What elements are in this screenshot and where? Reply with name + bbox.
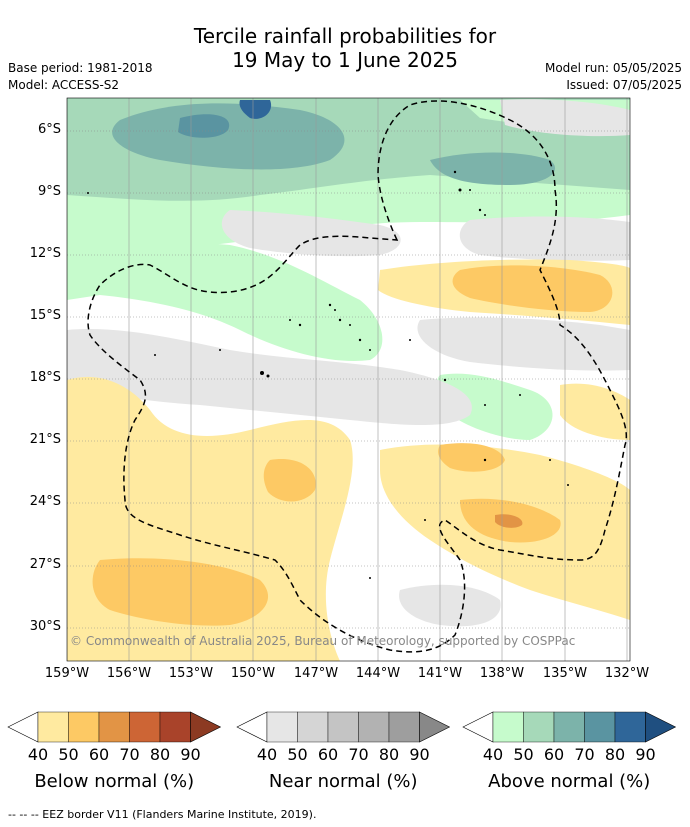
colorbar-swatch xyxy=(37,711,69,743)
longitude-label: 153°W xyxy=(168,666,214,681)
below-normal-moderate-region xyxy=(263,459,316,502)
colorbar-swatch xyxy=(98,711,130,743)
islands xyxy=(87,170,569,579)
colorbar-group xyxy=(7,711,677,743)
above-normal-region xyxy=(67,237,383,361)
colorbar-swatch xyxy=(584,711,616,743)
above-normal-strongest-region xyxy=(239,100,272,119)
colorbar-title: Below normal (%) xyxy=(34,771,195,792)
colorbar-max-arrow xyxy=(645,711,677,743)
latitude-label: 12°S xyxy=(29,246,61,261)
longitude-label: 144°W xyxy=(355,666,401,681)
colorbar-max-arrow xyxy=(190,711,222,743)
map-title-line2: 19 May to 1 June 2025 xyxy=(232,48,458,72)
colorbar-min-arrow xyxy=(236,711,268,743)
colorbar-swatch xyxy=(388,711,420,743)
colorbar-tick-label: 80 xyxy=(149,745,171,764)
colorbar-tick-label: 60 xyxy=(543,745,565,764)
colorbar-tick-label: 80 xyxy=(604,745,626,764)
eez-footer-note: -- -- -- EEZ border V11 (Flanders Marine… xyxy=(8,808,317,821)
latitude-label: 18°S xyxy=(29,370,61,385)
graticule xyxy=(67,130,630,629)
longitude-label: 141°W xyxy=(417,666,463,681)
colorbar-tick-label: 70 xyxy=(119,745,140,764)
colorbar-tick-label: 40 xyxy=(256,745,278,764)
latitude-label: 30°S xyxy=(29,619,61,634)
colorbar-tick-label: 90 xyxy=(635,745,656,764)
above-normal-strong-region xyxy=(430,152,556,185)
colorbar-swatch xyxy=(297,711,329,743)
eez-border xyxy=(87,100,627,653)
map-area xyxy=(67,98,630,661)
colorbar-swatch xyxy=(327,711,359,743)
graticule-meridians xyxy=(67,98,628,661)
colorbar-tick-label: 60 xyxy=(317,745,339,764)
above-normal-strong-region xyxy=(112,103,345,170)
colorbar-title: Above normal (%) xyxy=(488,771,651,792)
map-title-line1: Tercile rainfall probabilities for xyxy=(193,24,497,48)
below-normal-moderate-region xyxy=(438,443,505,472)
near-normal-region xyxy=(399,584,501,627)
colorbar-swatch xyxy=(129,711,161,743)
below-normal-moderate-region xyxy=(452,265,613,312)
colorbar-title: Near normal (%) xyxy=(268,771,418,792)
colorbar-swatch xyxy=(266,711,298,743)
colorbar-tick-label: 50 xyxy=(513,745,534,764)
base-period: Base period: 1981-2018 xyxy=(8,61,153,75)
longitude-label: 147°W xyxy=(293,666,339,681)
colorbar-tick-label: 80 xyxy=(378,745,400,764)
issued-date: Issued: 07/05/2025 xyxy=(566,78,682,92)
colorbar-min-arrow xyxy=(7,711,39,743)
below-normal-region xyxy=(560,383,630,440)
colorbar-tick-label: 90 xyxy=(409,745,430,764)
below-normal-moderate-region xyxy=(92,558,269,626)
colorbar-swatch xyxy=(614,711,646,743)
longitude-label: 135°W xyxy=(542,666,588,681)
latitude-label: 15°S xyxy=(29,308,61,323)
colorbar-swatch xyxy=(553,711,585,743)
colorbar-min-arrow xyxy=(462,711,494,743)
map-frame xyxy=(66,97,631,662)
longitude-label: 132°W xyxy=(604,666,650,681)
near-normal-region xyxy=(67,329,472,425)
colorbar-swatch xyxy=(492,711,524,743)
colorbar-swatch xyxy=(159,711,191,743)
latitude-label: 9°S xyxy=(37,184,61,199)
longitude-label: 156°W xyxy=(106,666,152,681)
colorbar-tick-label: 50 xyxy=(287,745,308,764)
near-normal-region xyxy=(459,216,630,261)
above-normal-strongest-region xyxy=(178,114,230,138)
colorbar-tick-label: 70 xyxy=(348,745,369,764)
colorbar-tick-label: 50 xyxy=(58,745,79,764)
colorbar-swatch xyxy=(358,711,390,743)
above-normal-region xyxy=(436,373,553,440)
colorbar-max-arrow xyxy=(419,711,451,743)
latitude-label: 24°S xyxy=(29,494,61,509)
colorbar-tick-label: 40 xyxy=(27,745,49,764)
colorbar-swatch xyxy=(523,711,555,743)
near-normal-region xyxy=(221,210,401,257)
longitude-label: 150°W xyxy=(230,666,276,681)
latitude-label: 6°S xyxy=(37,122,61,137)
latitude-label: 27°S xyxy=(29,557,61,572)
colorbar-tick-label: 40 xyxy=(482,745,504,764)
above-normal-light-region xyxy=(67,175,630,252)
colorbar-swatch xyxy=(68,711,100,743)
model-name: Model: ACCESS-S2 xyxy=(8,78,120,92)
longitude-label: 159°W xyxy=(44,666,90,681)
near-normal-region xyxy=(417,317,630,371)
longitude-label: 138°W xyxy=(479,666,525,681)
latitude-label: 21°S xyxy=(29,432,61,447)
colorbar-tick-label: 70 xyxy=(574,745,595,764)
copyright-notice: © Commonwealth of Australia 2025, Bureau… xyxy=(70,634,576,648)
model-run: Model run: 05/05/2025 xyxy=(544,61,682,75)
colorbar-tick-label: 90 xyxy=(180,745,201,764)
colorbar-tick-label: 60 xyxy=(88,745,110,764)
